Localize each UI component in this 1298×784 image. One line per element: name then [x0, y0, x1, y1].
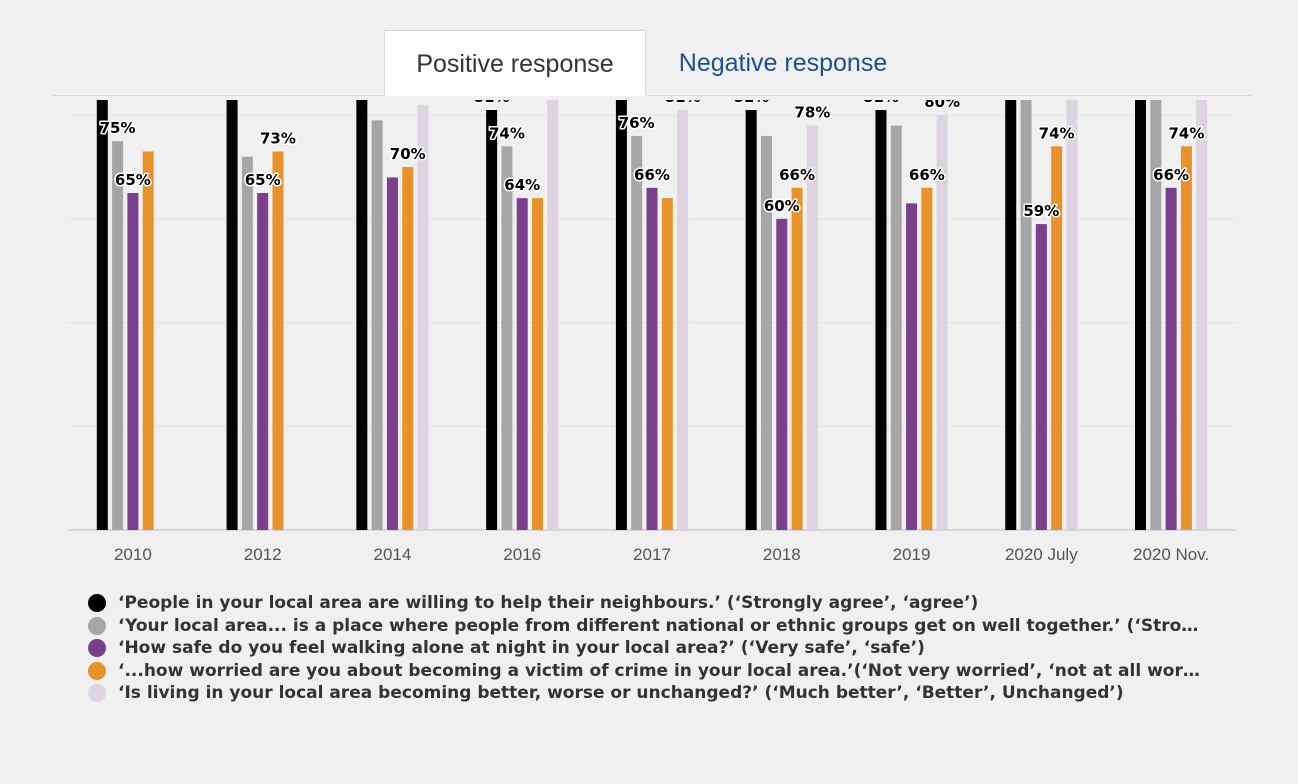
legend-label: ‘Your local area... is a place where peo… [118, 615, 1199, 636]
data-label: 66% [779, 166, 815, 184]
data-label: 66% [1153, 166, 1189, 184]
data-label: 80% [924, 100, 960, 111]
bar[interactable] [906, 203, 918, 530]
bar[interactable] [417, 104, 429, 530]
bar[interactable] [677, 110, 689, 530]
bar[interactable] [1005, 100, 1017, 530]
bar[interactable] [257, 192, 269, 530]
bar[interactable] [1020, 100, 1032, 531]
bar[interactable] [890, 125, 902, 530]
bar[interactable] [1135, 100, 1147, 530]
legend-label: ‘Is living in your local area becoming b… [118, 683, 1124, 704]
bar[interactable] [615, 100, 627, 531]
data-label: 81% [863, 100, 899, 106]
bar[interactable] [936, 115, 948, 530]
legend-swatch [88, 616, 106, 635]
data-label: 65% [115, 171, 151, 189]
bar[interactable] [547, 100, 559, 531]
bar[interactable] [142, 151, 154, 530]
data-label: 81% [733, 100, 769, 106]
bar[interactable] [1066, 100, 1078, 531]
x-tick-label: 2017 [633, 545, 671, 564]
x-tick-label: 2020 July [1005, 545, 1078, 564]
data-label: 59% [1023, 202, 1059, 220]
bar[interactable] [386, 177, 398, 531]
bar[interactable] [532, 198, 544, 530]
bar-chart: 2010 2012 2014 2016 2017 2018 2019 2020 July 202… [68, 100, 1236, 564]
data-label: 60% [764, 197, 800, 215]
legend-label: ‘How safe do you feel walking alone at n… [118, 638, 925, 659]
data-label: 78% [794, 104, 830, 122]
bar[interactable] [1180, 146, 1192, 530]
data-label: 82% [405, 100, 441, 101]
x-tick-label: 2020 Nov. [1133, 545, 1209, 564]
bar[interactable] [1196, 100, 1208, 530]
bar[interactable] [112, 141, 124, 530]
bar[interactable] [127, 192, 139, 530]
legend-item[interactable]: ‘How safe do you feel walking alone at n… [88, 637, 1228, 660]
data-label: 64% [504, 176, 540, 194]
x-tick-label: 2018 [763, 545, 801, 564]
bar[interactable] [921, 187, 933, 530]
legend-swatch [88, 661, 106, 680]
bar[interactable] [1035, 224, 1047, 530]
x-tick-label: 2019 [893, 545, 931, 564]
legend-item[interactable]: ‘People in your local area are willing t… [88, 592, 1228, 615]
bar[interactable] [646, 187, 658, 530]
legend-item[interactable]: ‘Is living in your local area becoming b… [88, 682, 1228, 705]
legend-swatch [88, 639, 106, 658]
tab-positive-response[interactable]: Positive response [384, 30, 646, 96]
tab-negative-response[interactable]: Negative response [678, 49, 888, 77]
x-tick-label: 2014 [374, 545, 412, 564]
bar[interactable] [356, 100, 368, 531]
bar[interactable] [631, 135, 643, 530]
bar[interactable] [1165, 187, 1177, 530]
bar[interactable] [806, 125, 818, 530]
legend-item[interactable]: ‘...how worried are you about becoming a… [88, 660, 1228, 683]
data-label: 74% [1168, 124, 1204, 142]
bar[interactable] [875, 110, 887, 530]
bar[interactable] [745, 110, 757, 530]
bar[interactable] [226, 100, 238, 531]
bar[interactable] [486, 110, 498, 530]
data-label: 81% [665, 100, 701, 106]
bar[interactable] [96, 100, 108, 531]
bar[interactable] [516, 198, 528, 530]
bar[interactable] [1051, 146, 1063, 530]
tabs-divider [52, 95, 1252, 96]
bar[interactable] [272, 151, 284, 530]
data-label: 66% [634, 166, 670, 184]
data-label: 73% [260, 129, 296, 147]
bar[interactable] [760, 135, 772, 530]
legend-swatch [88, 594, 106, 613]
data-label: 74% [1039, 124, 1075, 142]
bar[interactable] [776, 218, 788, 530]
data-label: 75% [100, 119, 136, 137]
legend-swatch [88, 684, 106, 703]
data-label: 65% [245, 171, 281, 189]
chart-legend: ‘People in your local area are willing t… [88, 592, 1228, 705]
data-label: 81% [474, 100, 510, 106]
bar[interactable] [241, 156, 253, 530]
legend-label: ‘...how worried are you about becoming a… [118, 660, 1200, 681]
bar[interactable] [791, 187, 803, 530]
bar[interactable] [402, 167, 414, 531]
bar[interactable] [1150, 100, 1162, 531]
bar[interactable] [371, 120, 383, 530]
bar[interactable] [501, 146, 513, 530]
x-tick-label: 2016 [503, 545, 541, 564]
data-label: 74% [489, 124, 525, 142]
legend-item[interactable]: ‘Your local area... is a place where peo… [88, 615, 1228, 638]
data-label: 66% [909, 166, 945, 184]
data-label: 70% [390, 145, 426, 163]
x-tick-label: 2010 [114, 545, 152, 564]
bar[interactable] [661, 198, 673, 530]
x-tick-label: 2012 [244, 545, 282, 564]
data-label: 76% [619, 114, 655, 132]
legend-label: ‘People in your local area are willing t… [118, 593, 979, 614]
